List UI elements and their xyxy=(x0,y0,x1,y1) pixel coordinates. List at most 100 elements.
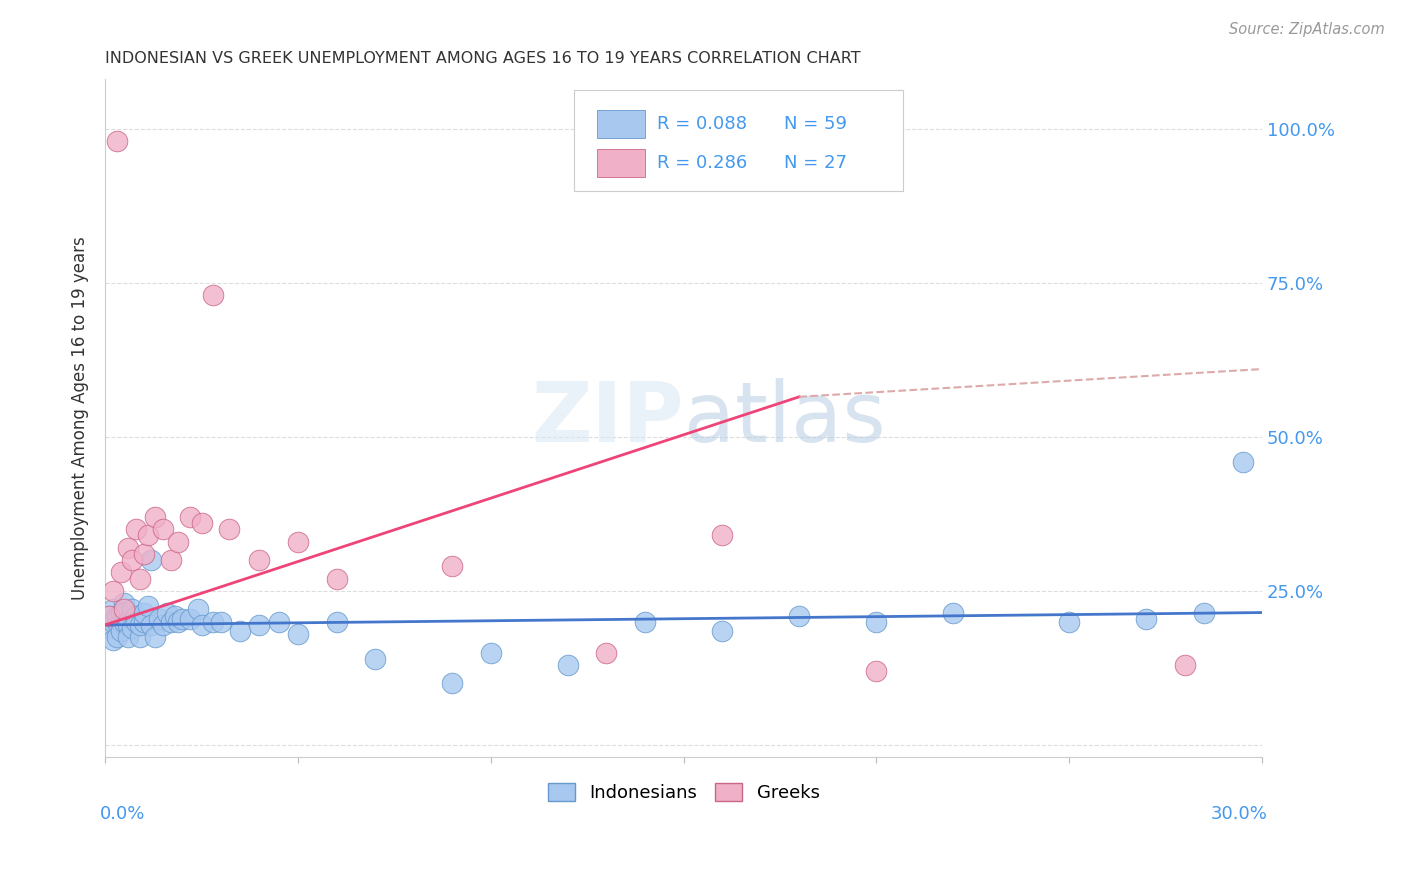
Text: R = 0.088: R = 0.088 xyxy=(657,115,747,133)
Point xyxy=(121,553,143,567)
Point xyxy=(156,606,179,620)
Point xyxy=(325,615,347,629)
Point xyxy=(110,615,132,629)
Point xyxy=(125,608,148,623)
Point xyxy=(1135,612,1157,626)
Point xyxy=(865,615,887,629)
Point xyxy=(159,553,181,567)
Point xyxy=(364,652,387,666)
Text: N = 59: N = 59 xyxy=(785,115,848,133)
Point xyxy=(114,606,136,620)
Text: INDONESIAN VS GREEK UNEMPLOYMENT AMONG AGES 16 TO 19 YEARS CORRELATION CHART: INDONESIAN VS GREEK UNEMPLOYMENT AMONG A… xyxy=(105,51,860,66)
Point xyxy=(209,615,232,629)
Point xyxy=(325,572,347,586)
Point xyxy=(143,510,166,524)
Point xyxy=(167,615,190,629)
Text: ZIP: ZIP xyxy=(531,378,683,458)
Point xyxy=(202,288,225,302)
Point xyxy=(711,624,734,638)
Point xyxy=(190,516,212,531)
Point xyxy=(121,602,143,616)
Point xyxy=(634,615,657,629)
Point xyxy=(479,646,502,660)
Point xyxy=(557,657,579,672)
FancyBboxPatch shape xyxy=(574,89,903,191)
Point xyxy=(218,522,240,536)
Point xyxy=(152,618,174,632)
Point xyxy=(179,510,201,524)
Point xyxy=(159,615,181,629)
Point xyxy=(172,612,194,626)
Point xyxy=(129,618,152,632)
Point xyxy=(121,621,143,635)
Point xyxy=(249,553,271,567)
Point xyxy=(187,602,209,616)
Point xyxy=(787,608,810,623)
Point xyxy=(249,618,271,632)
Point xyxy=(942,606,965,620)
Point xyxy=(98,608,121,623)
Point xyxy=(132,606,155,620)
Point xyxy=(132,547,155,561)
Point xyxy=(267,615,290,629)
Point xyxy=(229,624,252,638)
FancyBboxPatch shape xyxy=(596,110,645,138)
Point xyxy=(101,615,124,629)
Point xyxy=(101,602,124,616)
Point xyxy=(190,618,212,632)
Text: N = 27: N = 27 xyxy=(785,153,848,172)
Point xyxy=(117,541,139,555)
Point xyxy=(287,627,309,641)
Point xyxy=(202,615,225,629)
Point xyxy=(105,134,128,148)
Point xyxy=(110,624,132,638)
Point xyxy=(167,534,190,549)
Point xyxy=(132,615,155,629)
Point xyxy=(1057,615,1080,629)
Point xyxy=(117,618,139,632)
Point xyxy=(141,553,163,567)
Point xyxy=(1192,606,1215,620)
Point xyxy=(117,630,139,644)
Point xyxy=(163,608,186,623)
Point xyxy=(441,559,464,574)
Point xyxy=(110,606,132,620)
Point xyxy=(117,615,139,629)
Point xyxy=(595,646,617,660)
Point xyxy=(101,584,124,599)
Point xyxy=(98,621,121,635)
Legend: Indonesians, Greeks: Indonesians, Greeks xyxy=(540,776,827,809)
Text: 30.0%: 30.0% xyxy=(1211,805,1268,822)
Text: R = 0.286: R = 0.286 xyxy=(657,153,747,172)
FancyBboxPatch shape xyxy=(596,148,645,177)
Point xyxy=(101,633,124,648)
Point xyxy=(98,608,121,623)
Point xyxy=(110,566,132,580)
Point xyxy=(865,664,887,678)
Point xyxy=(148,612,170,626)
Point xyxy=(105,630,128,644)
Point xyxy=(114,615,136,629)
Text: atlas: atlas xyxy=(683,378,886,458)
Point xyxy=(114,602,136,616)
Point xyxy=(152,522,174,536)
Point xyxy=(441,676,464,690)
Point xyxy=(125,522,148,536)
Point xyxy=(105,615,128,629)
Point xyxy=(129,572,152,586)
Text: Source: ZipAtlas.com: Source: ZipAtlas.com xyxy=(1229,22,1385,37)
Point xyxy=(1174,657,1197,672)
Point xyxy=(141,618,163,632)
Point xyxy=(136,528,159,542)
Point xyxy=(143,630,166,644)
Point xyxy=(179,612,201,626)
Point xyxy=(114,596,136,610)
Point xyxy=(105,608,128,623)
Point xyxy=(287,534,309,549)
Point xyxy=(1232,454,1254,468)
Text: 0.0%: 0.0% xyxy=(100,805,145,822)
Point xyxy=(129,630,152,644)
Point xyxy=(711,528,734,542)
Point xyxy=(125,615,148,629)
Y-axis label: Unemployment Among Ages 16 to 19 years: Unemployment Among Ages 16 to 19 years xyxy=(72,236,89,600)
